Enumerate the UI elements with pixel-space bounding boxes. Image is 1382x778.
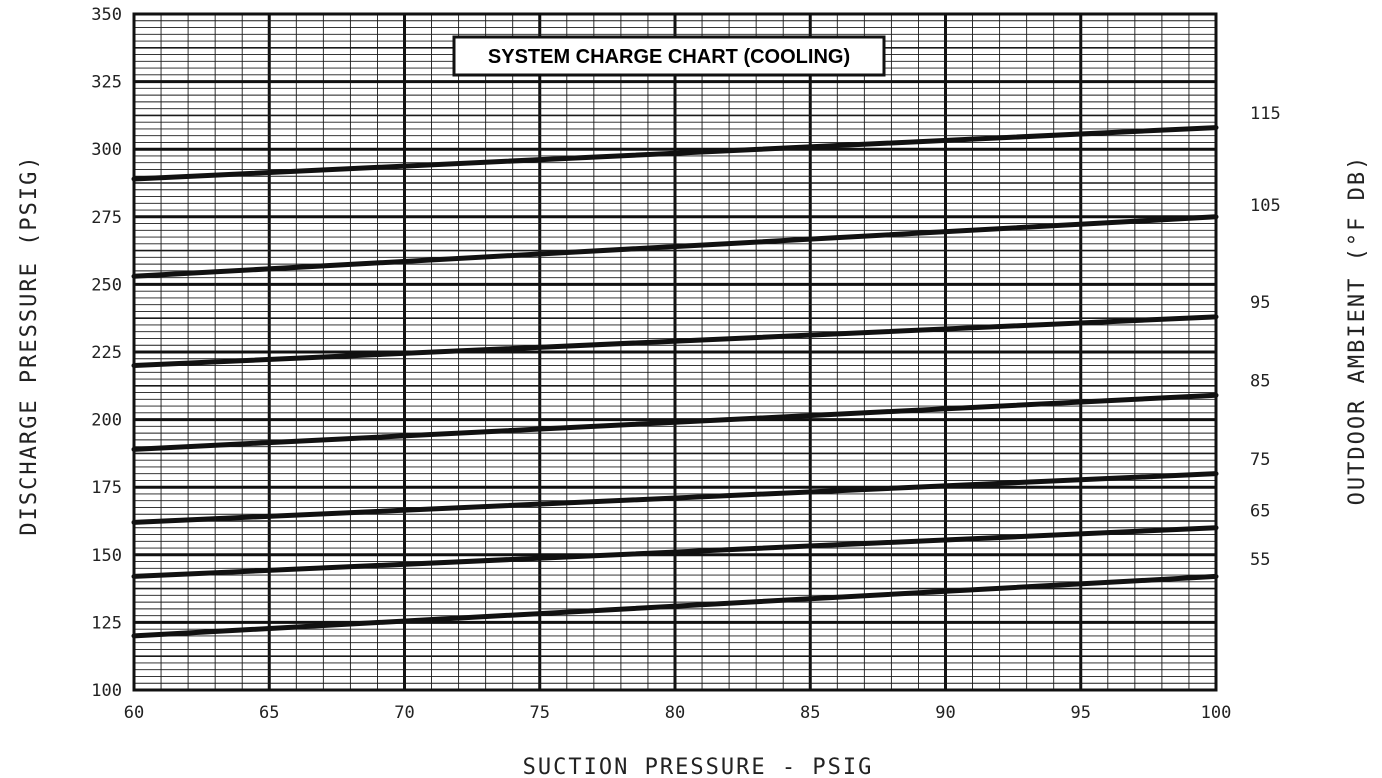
series-line-85 (131, 392, 1219, 452)
ambient-label-75: 75 (1250, 450, 1270, 470)
y-tick-label: 300 (91, 140, 122, 160)
x-tick-label: 60 (124, 703, 144, 723)
y-tick-label: 325 (91, 73, 122, 93)
y-tick-label: 200 (91, 411, 122, 431)
series-line-95 (131, 314, 1219, 369)
y-tick-label: 275 (91, 208, 122, 228)
y-tick-labels: 100 125 150 175 200 225 250 275 300 325 350 (91, 5, 122, 701)
x-tick-label: 85 (800, 703, 820, 723)
y-tick-label: 350 (91, 5, 122, 25)
ambient-label-95: 95 (1250, 293, 1270, 313)
chart-title-box: SYSTEM CHARGE CHART (COOLING) (452, 35, 886, 77)
grid (132, 12, 1218, 692)
x-tick-labels: 60 65 70 75 80 85 90 95 100 (124, 703, 1232, 723)
x-tick-label: 70 (394, 703, 414, 723)
chart-title-frame (452, 35, 886, 77)
x-tick-label: 80 (665, 703, 685, 723)
ambient-label-55: 55 (1250, 550, 1270, 570)
ambient-label-105: 105 (1250, 196, 1281, 216)
x-tick-label: 90 (935, 703, 955, 723)
y-tick-label: 175 (91, 478, 122, 498)
right-axis-title: OUTDOOR AMBIENT (°F DB) (1345, 155, 1370, 506)
y-tick-label: 125 (91, 613, 122, 633)
x-tick-label: 95 (1071, 703, 1091, 723)
series-line-55 (131, 573, 1219, 639)
series-line-75 (131, 471, 1219, 525)
ambient-labels: 115 105 95 85 75 65 55 (1250, 104, 1281, 570)
y-tick-label: 150 (91, 546, 122, 566)
x-tick-label: 65 (259, 703, 279, 723)
x-tick-label: 100 (1201, 703, 1232, 723)
y-tick-label: 225 (91, 343, 122, 363)
y-axis-title: DISCHARGE PRESSURE (PSIG) (17, 154, 42, 535)
ambient-label-65: 65 (1250, 501, 1270, 521)
y-tick-label: 250 (91, 275, 122, 295)
series-lines (131, 125, 1219, 639)
x-tick-label: 75 (530, 703, 550, 723)
ambient-label-115: 115 (1250, 104, 1281, 124)
plot-frame (132, 12, 1218, 692)
series-line-115 (131, 125, 1219, 182)
x-axis-title: SUCTION PRESSURE - PSIG (523, 755, 874, 778)
series-line-105 (131, 214, 1219, 279)
y-tick-label: 100 (91, 681, 122, 701)
series-line-65 (131, 525, 1219, 579)
chart-title: SYSTEM CHARGE CHART (COOLING) (488, 46, 850, 68)
ambient-label-85: 85 (1250, 372, 1270, 392)
